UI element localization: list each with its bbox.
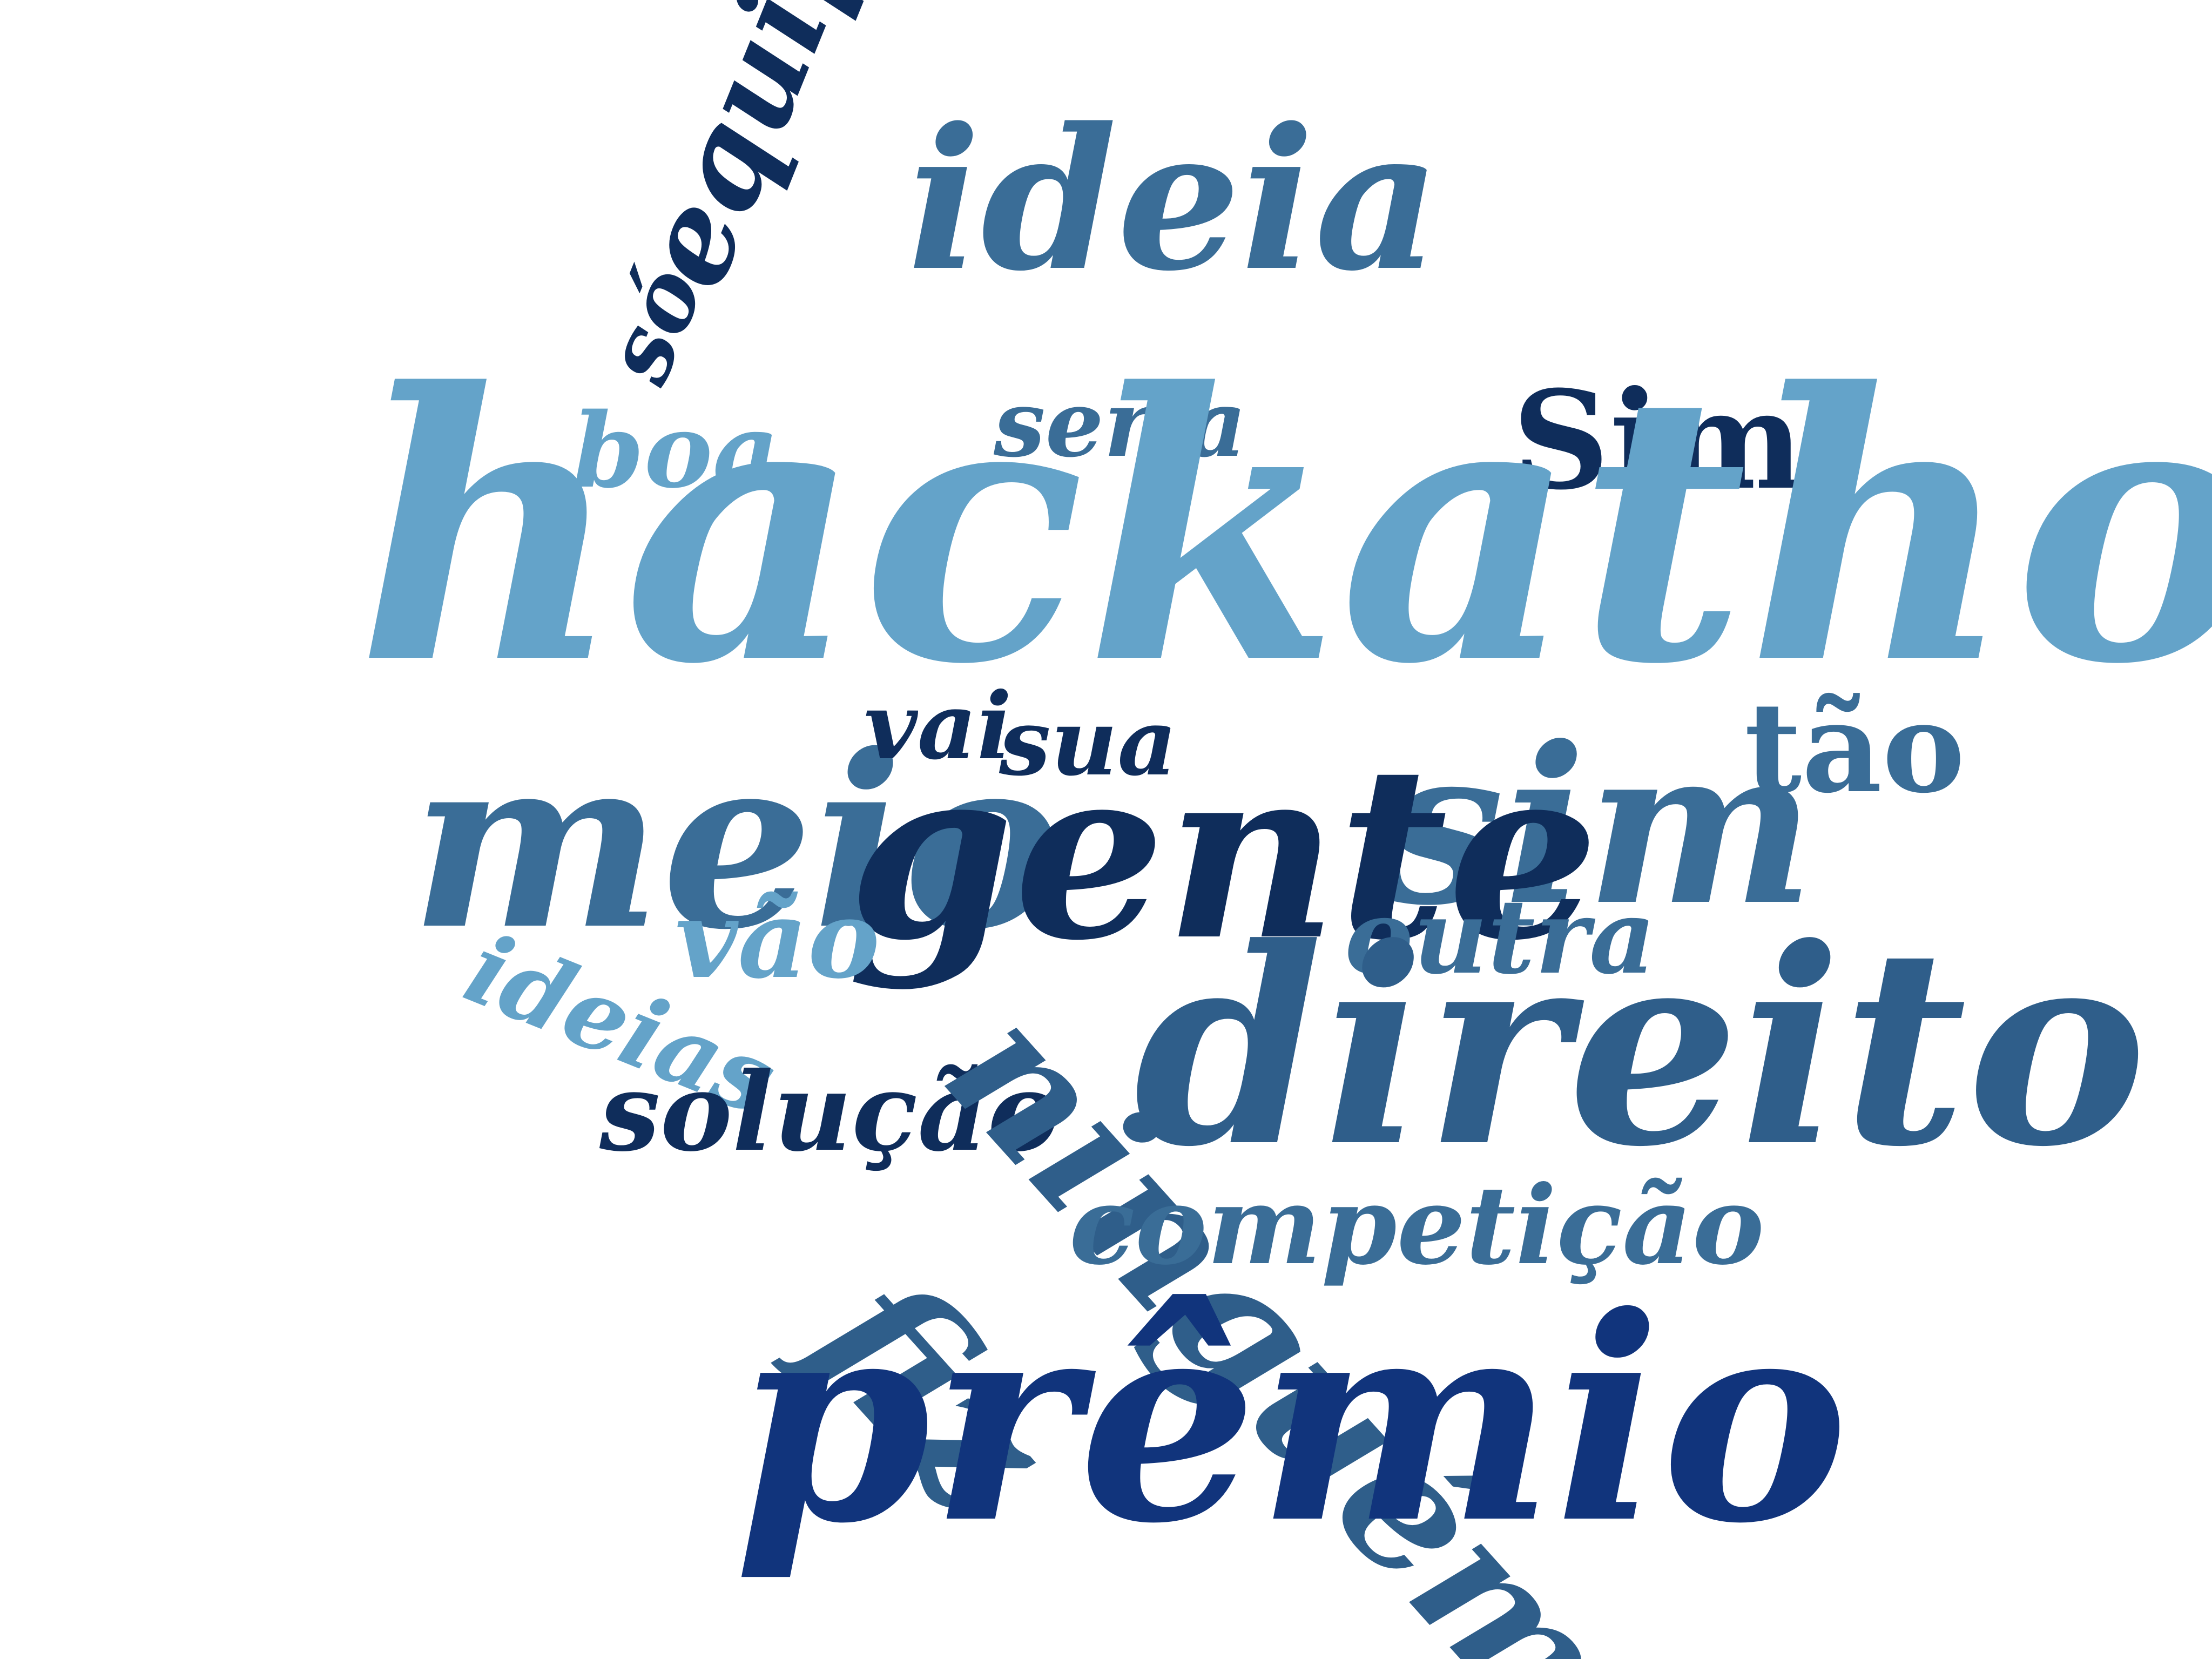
word-boa: boa	[572, 390, 779, 511]
word-ideia: ideia	[907, 85, 1441, 314]
word-sua: sua	[999, 689, 1177, 797]
word-tao: tão	[1744, 675, 1965, 821]
word-premio: prêmio	[734, 1255, 1849, 1585]
word-vai: vai	[864, 672, 1012, 780]
word-direito: direito	[1134, 889, 2147, 1206]
word-equipe: equipe	[609, 0, 921, 307]
word-vao: vão	[675, 876, 880, 1003]
word-solucao: solução	[599, 1049, 1060, 1176]
word-meio: meio	[410, 703, 1062, 982]
word-competicao: competição	[1069, 1162, 1765, 1289]
word-sim-upper: Sim	[1512, 361, 1804, 520]
word-sim: sim	[1382, 699, 1815, 953]
word-outra: outra	[1345, 876, 1656, 997]
word-gente: gente	[848, 713, 1599, 993]
word-seria: seria	[994, 370, 1247, 478]
word-hackathon: hackathon	[356, 314, 2212, 745]
